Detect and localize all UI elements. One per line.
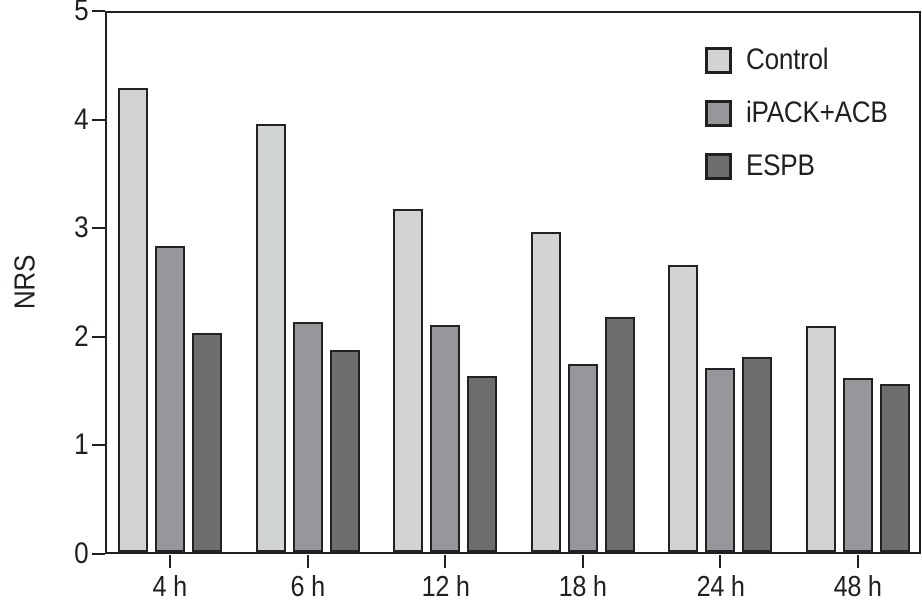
y-tick-label-text: 5 — [73, 0, 89, 27]
y-tick-label-text: 1 — [73, 428, 89, 462]
y-axis-title-text: NRS — [9, 254, 42, 310]
x-tick-18h — [581, 555, 584, 568]
bar-espb-24h — [742, 356, 773, 552]
bar-control-48h — [806, 325, 836, 552]
x-tick-label-text: 6 h — [290, 571, 325, 603]
bar-ipack-acb-12h — [430, 324, 461, 552]
y-tick-0 — [92, 553, 105, 555]
bar-ipack-acb-18h — [567, 364, 598, 552]
bar-espb-18h — [604, 317, 635, 552]
bar-ipack-acb-4h — [155, 245, 185, 552]
legend-label: iPACK+ACB — [746, 96, 888, 129]
bar-control-4h — [118, 88, 148, 552]
x-tick-label-6h: 6 h — [238, 572, 378, 602]
legend-label: ESPB — [746, 149, 815, 182]
x-tick-4h — [169, 555, 171, 568]
legend-label: Control — [746, 43, 829, 76]
y-tick-label-4: 4 — [30, 102, 89, 136]
x-tick-12h — [444, 555, 447, 568]
legend-swatch-icon — [705, 46, 732, 74]
x-tick-label-text: 18 h — [558, 571, 607, 603]
legend-swatch-icon — [705, 152, 732, 180]
legend-item-ipack-acb: iPACK+ACB — [705, 96, 909, 129]
y-axis-title: NRS — [10, 252, 43, 312]
y-tick-label-text: 4 — [73, 102, 89, 136]
bar-ipack-acb-24h — [705, 367, 736, 552]
y-tick-4 — [92, 118, 105, 121]
x-tick-6h — [306, 555, 309, 568]
bar-control-18h — [530, 231, 561, 552]
y-tick-5 — [92, 10, 105, 12]
x-tick-label-text: 48 h — [833, 571, 883, 603]
legend: Control iPACK+ACB ESPB — [705, 43, 909, 182]
bar-espb-6h — [329, 350, 360, 552]
bar-ipack-acb-48h — [843, 378, 873, 552]
bar-espb-12h — [467, 376, 498, 552]
x-tick-label-48h: 48 h — [788, 572, 922, 602]
x-tick-label-18h: 18 h — [513, 572, 653, 602]
bar-ipack-acb-6h — [292, 322, 323, 552]
plot-area — [105, 11, 921, 554]
x-tick-24h — [719, 555, 722, 568]
y-tick-label-text: 3 — [73, 211, 89, 245]
y-tick-label-text: 0 — [73, 537, 89, 570]
bar-control-24h — [668, 265, 699, 552]
y-tick-label-text: 2 — [73, 319, 89, 353]
bar-espb-4h — [192, 333, 222, 552]
y-tick-2 — [92, 335, 105, 338]
bar-espb-48h — [880, 383, 910, 552]
y-tick-3 — [92, 227, 105, 230]
y-tick-label-3: 3 — [30, 211, 89, 245]
y-tick-1 — [92, 444, 105, 447]
bar-control-12h — [393, 209, 424, 552]
y-tick-label-0: 0 — [30, 537, 89, 570]
legend-item-espb: ESPB — [705, 149, 909, 182]
x-tick-label-4h: 4 h — [100, 572, 240, 602]
x-tick-label-text: 4 h — [152, 571, 188, 603]
y-tick-label-5: 5 — [30, 0, 89, 27]
x-tick-label-24h: 24 h — [650, 572, 790, 602]
legend-item-control: Control — [705, 43, 909, 76]
legend-swatch-icon — [705, 99, 732, 127]
bars-layer — [107, 13, 919, 552]
x-tick-48h — [857, 555, 859, 568]
x-tick-label-12h: 12 h — [375, 572, 515, 602]
y-tick-label-1: 1 — [30, 428, 89, 462]
y-tick-label-2: 2 — [30, 319, 89, 353]
x-tick-label-text: 12 h — [421, 571, 470, 603]
x-tick-label-text: 24 h — [696, 571, 745, 603]
bar-control-6h — [255, 124, 286, 552]
